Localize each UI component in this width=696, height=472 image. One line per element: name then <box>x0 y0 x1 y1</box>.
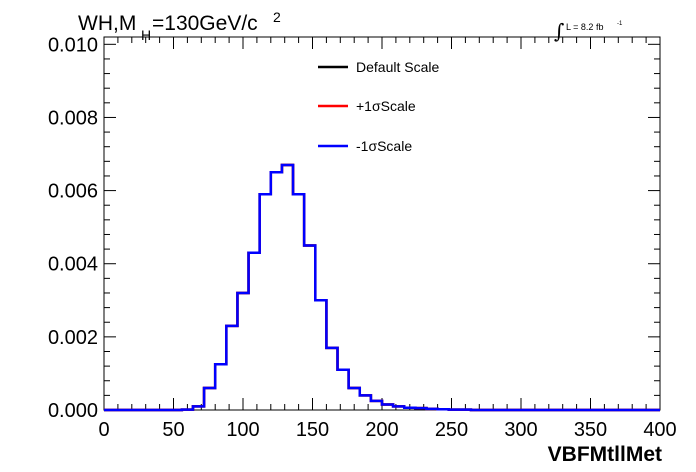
x-tick-label: 150 <box>296 419 329 441</box>
luminosity-label: ∫ L = 8.2 fb -1 <box>554 19 623 43</box>
series-plus1sigma-scale-line <box>104 163 660 412</box>
x-tick-label: 350 <box>574 419 607 441</box>
plot-frame <box>103 36 661 411</box>
lumi-text: L = 8.2 fb <box>566 22 603 32</box>
y-tick-label: 0.000 <box>48 400 98 422</box>
y-tick-label: 0.004 <box>48 254 98 276</box>
x-axis-tick-labels: 0 50 100 150 200 250 300 350 400 <box>98 419 676 441</box>
x-axis-ticks <box>103 37 661 410</box>
series-minus1sigma-scale-line <box>104 163 660 412</box>
x-tick-label: 50 <box>162 419 184 441</box>
x-axis-title: VBFMtllMet <box>548 443 662 466</box>
x-tick-label: 250 <box>435 419 468 441</box>
legend: Default Scale +1σScale -1σScale <box>318 59 439 154</box>
integral-icon: ∫ <box>554 19 564 43</box>
y-tick-label: 0.006 <box>48 181 98 203</box>
plot-title: WH,M H =130GeV/c 2 <box>78 9 281 43</box>
y-tick-label: 0.010 <box>48 34 98 56</box>
legend-label-plus: +1σScale <box>356 98 416 114</box>
y-tick-label: 0.002 <box>48 327 98 349</box>
series-default-scale-line <box>104 163 660 412</box>
title-subscript: H <box>141 27 151 43</box>
title-main: WH,M <box>78 12 136 35</box>
x-tick-label: 100 <box>226 419 259 441</box>
x-tick-label: 0 <box>98 419 109 441</box>
y-axis-tick-labels: 0.000 0.002 0.004 0.006 0.008 0.010 <box>48 34 98 422</box>
x-tick-label: 300 <box>504 419 537 441</box>
legend-label-default: Default Scale <box>356 59 439 75</box>
lumi-superscript: -1 <box>617 21 623 27</box>
x-tick-label: 400 <box>643 419 676 441</box>
legend-label-minus: -1σScale <box>356 138 412 154</box>
y-tick-label: 0.008 <box>48 107 98 129</box>
x-tick-label: 200 <box>365 419 398 441</box>
title-superscript: 2 <box>273 9 281 25</box>
title-rest: =130GeV/c <box>152 12 258 35</box>
